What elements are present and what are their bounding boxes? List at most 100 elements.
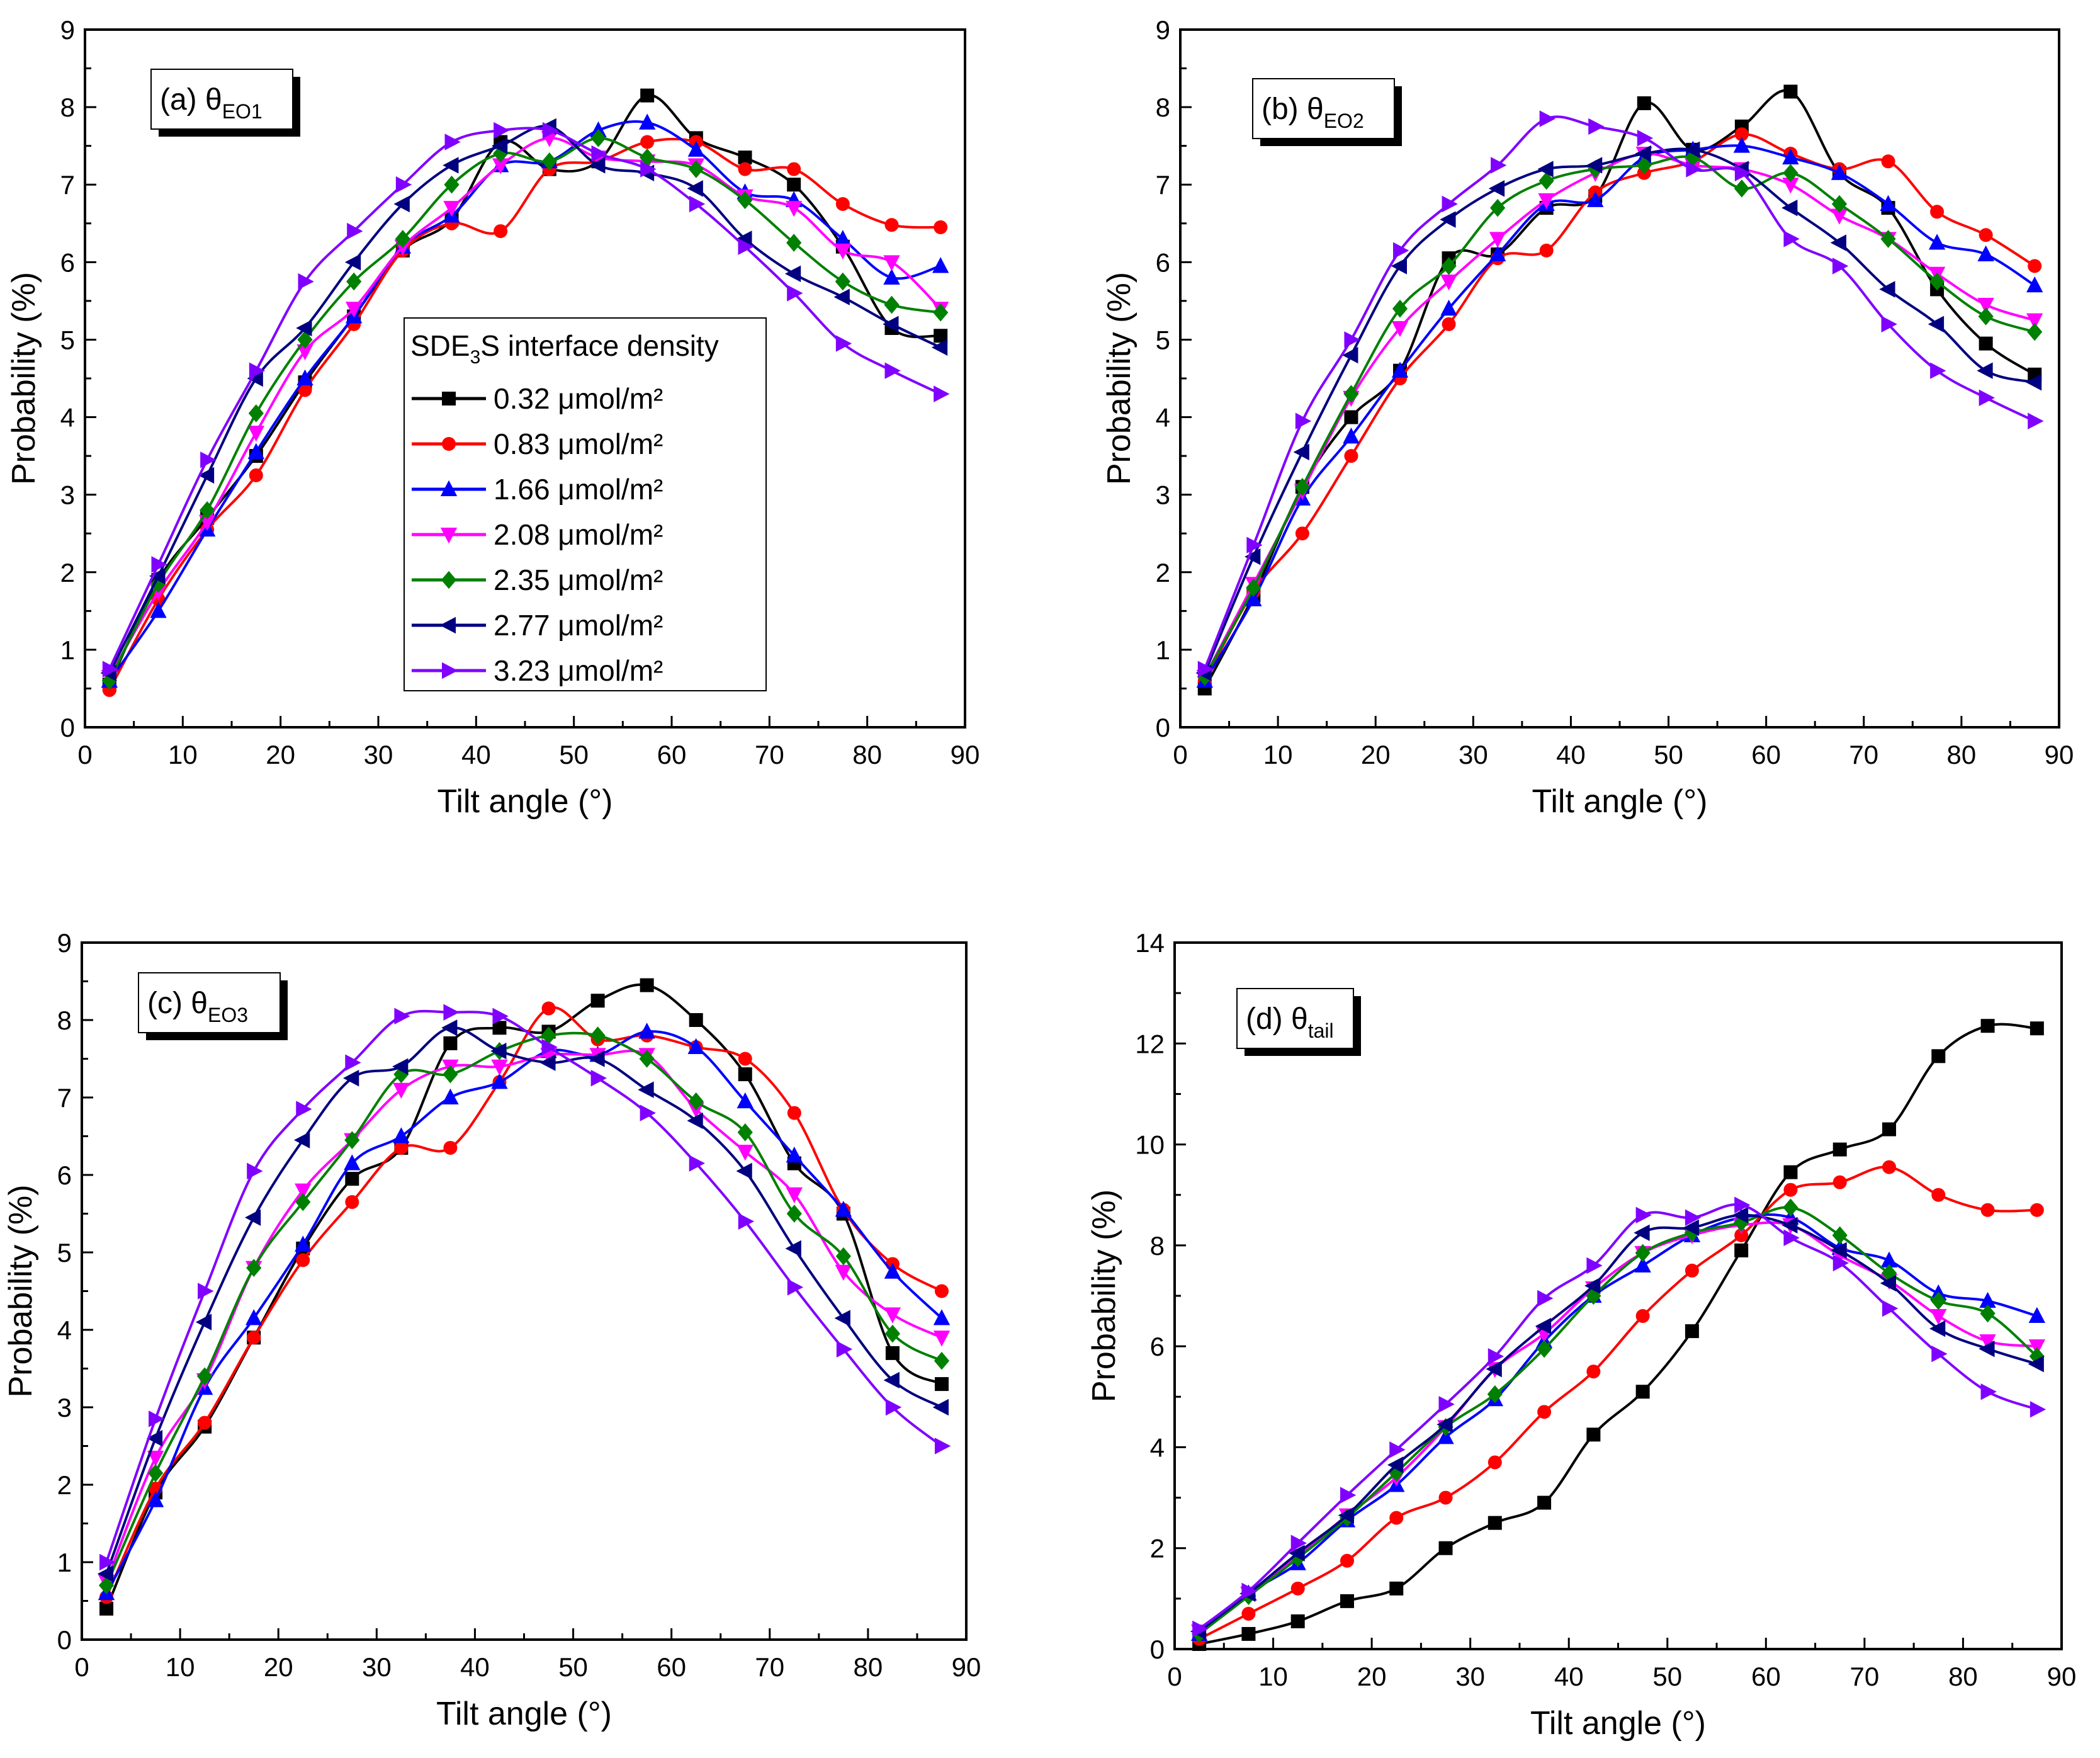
- data-point: [738, 1067, 752, 1082]
- legend-marker: [441, 570, 457, 589]
- data-point: [1440, 211, 1456, 228]
- data-point: [1977, 298, 1994, 314]
- data-point: [1389, 1511, 1404, 1525]
- y-tick-label: 1: [57, 1548, 72, 1577]
- data-point: [491, 137, 508, 154]
- data-point: [494, 122, 510, 139]
- data-point: [1586, 1427, 1601, 1442]
- data-point: [834, 230, 852, 246]
- data-point: [590, 1070, 607, 1087]
- data-point: [1882, 1160, 1897, 1174]
- data-point: [1979, 389, 1995, 406]
- x-tick-label: 90: [2047, 1662, 2077, 1691]
- x-tick-label: 90: [951, 740, 980, 769]
- x-tick-label: 0: [1167, 1662, 1182, 1691]
- data-point: [1342, 346, 1358, 364]
- data-point: [200, 501, 215, 519]
- chart-panel-d: 0 10 20 30 40 50 60 70 80 90 0 2 4 6 8 10 12 14 Tilt angle…: [1086, 928, 2076, 1742]
- data-point: [786, 1187, 803, 1204]
- panel-label-prefix: (b) θ: [1262, 93, 1324, 126]
- data-point: [149, 1410, 165, 1427]
- data-point: [1438, 1396, 1455, 1413]
- legend-marker: [442, 662, 458, 679]
- data-point: [247, 426, 265, 442]
- data-point: [395, 176, 412, 193]
- x-tick-label: 90: [2045, 740, 2074, 769]
- data-point: [147, 1464, 164, 1482]
- data-point: [1392, 299, 1408, 318]
- series-line: [105, 1009, 943, 1563]
- series-0.83: [99, 1001, 949, 1604]
- data-point: [1488, 1347, 1504, 1365]
- data-point: [345, 1195, 359, 1210]
- data-point: [1979, 336, 1993, 351]
- data-point: [1979, 228, 1993, 242]
- series-line: [105, 1031, 942, 1586]
- x-tick-label: 20: [1357, 1662, 1387, 1691]
- data-point: [244, 1209, 261, 1226]
- data-point: [1931, 1291, 1946, 1310]
- legend-entry: 3.23 μmol/m²: [494, 654, 663, 687]
- data-point: [784, 265, 801, 282]
- data-point: [1931, 1188, 1946, 1202]
- panel-label: (c) θEO3: [147, 987, 248, 1026]
- series-line: [1204, 155, 2035, 678]
- data-point: [836, 1341, 853, 1358]
- data-point: [1782, 178, 1799, 194]
- y-tick-label: 2: [1156, 558, 1170, 587]
- data-point: [1440, 275, 1457, 291]
- data-point: [1535, 1317, 1552, 1335]
- data-point: [1734, 164, 1751, 181]
- data-point: [195, 1313, 212, 1330]
- series-line: [1198, 1221, 2038, 1633]
- data-point: [1930, 362, 1946, 379]
- y-tick-label: 8: [1156, 93, 1170, 122]
- data-point: [835, 272, 850, 291]
- data-point: [2028, 259, 2042, 273]
- data-point: [2025, 373, 2042, 391]
- data-point: [344, 1131, 360, 1149]
- data-point: [1978, 307, 1994, 326]
- y-axis-label: Probability (%): [3, 1184, 39, 1397]
- data-point: [1783, 1229, 1800, 1247]
- y-axis-label: Probability (%): [1101, 272, 1138, 485]
- data-point: [1391, 258, 1407, 275]
- data-point: [1490, 198, 1506, 217]
- data-point: [1246, 579, 1262, 597]
- data-point: [1587, 191, 1604, 207]
- data-point: [1634, 1256, 1651, 1273]
- data-point: [640, 1104, 656, 1121]
- data-point: [884, 362, 901, 379]
- data-point: [1635, 1244, 1651, 1262]
- data-point: [98, 1576, 115, 1595]
- data-point: [1783, 84, 1798, 99]
- data-point: [884, 1262, 901, 1279]
- data-point: [1635, 1309, 1650, 1324]
- data-point: [1340, 1594, 1354, 1608]
- legend-title-suffix: S interface density: [480, 329, 718, 362]
- data-point: [491, 1073, 508, 1089]
- y-tick-label: 1: [60, 635, 75, 665]
- data-point: [393, 1082, 410, 1099]
- legend-entry: 0.32 μmol/m²: [494, 382, 663, 415]
- data-point: [444, 175, 460, 194]
- data-point: [2029, 1203, 2044, 1217]
- data-point: [491, 1059, 508, 1076]
- data-point: [539, 1054, 556, 1071]
- data-point: [687, 140, 705, 157]
- data-point: [932, 1398, 949, 1416]
- data-point: [1488, 180, 1505, 197]
- data-point: [1344, 449, 1358, 463]
- data-point: [1588, 118, 1605, 135]
- data-point: [247, 1330, 261, 1345]
- data-point: [542, 122, 559, 139]
- series-2.77: [100, 118, 948, 682]
- data-point: [1832, 1226, 1848, 1245]
- data-point: [1338, 1507, 1354, 1524]
- data-point: [1637, 96, 1651, 110]
- data-point: [296, 1253, 310, 1267]
- data-point: [2029, 1021, 2044, 1036]
- data-point: [151, 556, 167, 573]
- legend-entry: 1.66 μmol/m²: [494, 473, 663, 506]
- panel-label: (a) θEO1: [160, 83, 262, 123]
